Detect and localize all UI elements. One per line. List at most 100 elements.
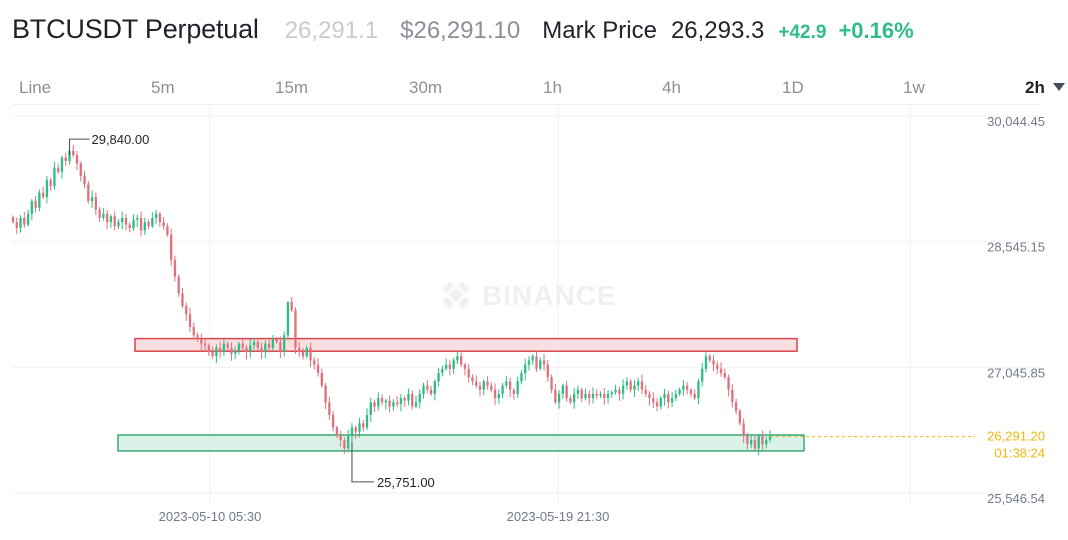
candle-body: [83, 176, 86, 185]
tab-2h-label: 2h: [1025, 78, 1045, 97]
candle-body: [452, 360, 455, 369]
candle-body: [595, 393, 598, 396]
support-zone[interactable]: [117, 434, 805, 452]
candle-body: [301, 352, 305, 357]
candle-body: [750, 440, 753, 445]
candle-body: [113, 216, 116, 227]
candle-body: [271, 339, 275, 348]
candle-body: [49, 180, 52, 187]
candle-body: [738, 410, 742, 424]
tab-1h[interactable]: 1h: [543, 78, 562, 97]
candle-body: [603, 393, 606, 399]
candle-body: [723, 372, 726, 378]
candle-body: [162, 222, 165, 227]
candle-body: [256, 341, 259, 348]
candle-body: [316, 364, 320, 373]
candle-body: [527, 360, 531, 365]
y-tick-label: 28,545.15: [987, 240, 1045, 255]
candle-body: [546, 364, 549, 378]
candle-body: [437, 372, 440, 382]
candle-body: [550, 377, 553, 390]
candle-body: [497, 393, 501, 399]
tab-15m[interactable]: 15m: [275, 78, 309, 97]
tab-4h[interactable]: 4h: [662, 78, 681, 97]
candle-body: [154, 213, 158, 218]
candle-body: [753, 440, 757, 449]
y-tick-label: 30,044.45: [987, 114, 1045, 129]
candle-body: [264, 343, 267, 353]
tab-30m[interactable]: 30m: [409, 78, 443, 97]
candle-body: [275, 339, 278, 342]
candle-body: [177, 276, 180, 294]
last-price: 26,291.1: [284, 17, 379, 44]
y-tick-label: 25,546.54: [987, 491, 1045, 506]
candle-body: [147, 222, 150, 227]
candle-body: [282, 335, 286, 353]
candle-body: [531, 356, 534, 361]
candle-body: [407, 393, 410, 401]
candle-body: [132, 219, 135, 228]
tab-2h[interactable]: 2h: [1025, 78, 1065, 98]
candle-body: [196, 335, 199, 340]
candle-body: [659, 398, 662, 407]
candle-body: [181, 293, 184, 306]
candle-body: [486, 381, 489, 386]
tab-line[interactable]: Line: [19, 78, 52, 97]
candle-body: [731, 389, 734, 403]
candle-body: [38, 192, 41, 208]
candle-body: [463, 364, 467, 369]
watermark-text: BINANCE: [482, 280, 617, 311]
candle-body: [599, 393, 602, 396]
resistance-zone[interactable]: [134, 337, 798, 352]
candle-body: [354, 427, 357, 432]
candle-body: [719, 368, 723, 373]
low-label-leader: [351, 441, 374, 483]
symbol-title[interactable]: BTCUSDT Perpetual: [12, 14, 259, 44]
candle-body: [490, 385, 493, 390]
high-label: 29,840.00: [91, 132, 149, 147]
candle-body: [399, 398, 403, 404]
candle-body: [94, 196, 98, 210]
candle-body: [520, 372, 523, 382]
candle-body: [644, 389, 647, 394]
candle-body: [467, 368, 470, 378]
x-tick-label: 2023-05-10 05:30: [159, 509, 262, 524]
candle-body: [441, 368, 444, 373]
candle-body: [267, 343, 271, 348]
candle-body: [365, 414, 369, 428]
candle-body: [746, 435, 749, 445]
candle-body: [588, 393, 591, 399]
candle-countdown: 01:38:24: [994, 446, 1045, 461]
candle-body: [331, 414, 335, 428]
candle-body: [584, 393, 587, 399]
candle-body: [358, 423, 361, 432]
candle-body: [554, 389, 557, 403]
candlestick-chart[interactable]: BINANCE 29,840.00 25,751.00 30,044.45 28…: [0, 105, 1068, 540]
candle-body: [185, 305, 188, 315]
candle-body: [237, 343, 241, 351]
candle-body: [57, 167, 60, 172]
tab-5m[interactable]: 5m: [151, 78, 175, 97]
candle-body: [422, 385, 425, 394]
candle-body: [60, 157, 64, 172]
candle-body: [652, 398, 655, 403]
candle-body: [207, 345, 211, 353]
candle-body: [211, 352, 214, 357]
candle-body: [392, 402, 395, 407]
candle-body: [561, 385, 565, 394]
candle-body: [606, 393, 610, 399]
candle-body: [637, 381, 640, 386]
binance-logo-icon: [442, 281, 470, 309]
candle-body: [34, 201, 37, 208]
candle-body: [614, 389, 617, 393]
candle-body: [501, 385, 504, 394]
tab-1w[interactable]: 1w: [903, 78, 925, 97]
candle-body: [716, 364, 719, 369]
candle-body: [320, 372, 323, 386]
tab-1d[interactable]: 1D: [782, 78, 804, 97]
x-axis: 2023-05-10 05:30 2023-05-19 21:30: [159, 509, 610, 524]
y-tick-label: 27,045.85: [987, 365, 1045, 380]
usd-price: $26,291.10: [400, 17, 521, 44]
candle-body: [350, 427, 354, 436]
candle-body: [685, 385, 689, 390]
